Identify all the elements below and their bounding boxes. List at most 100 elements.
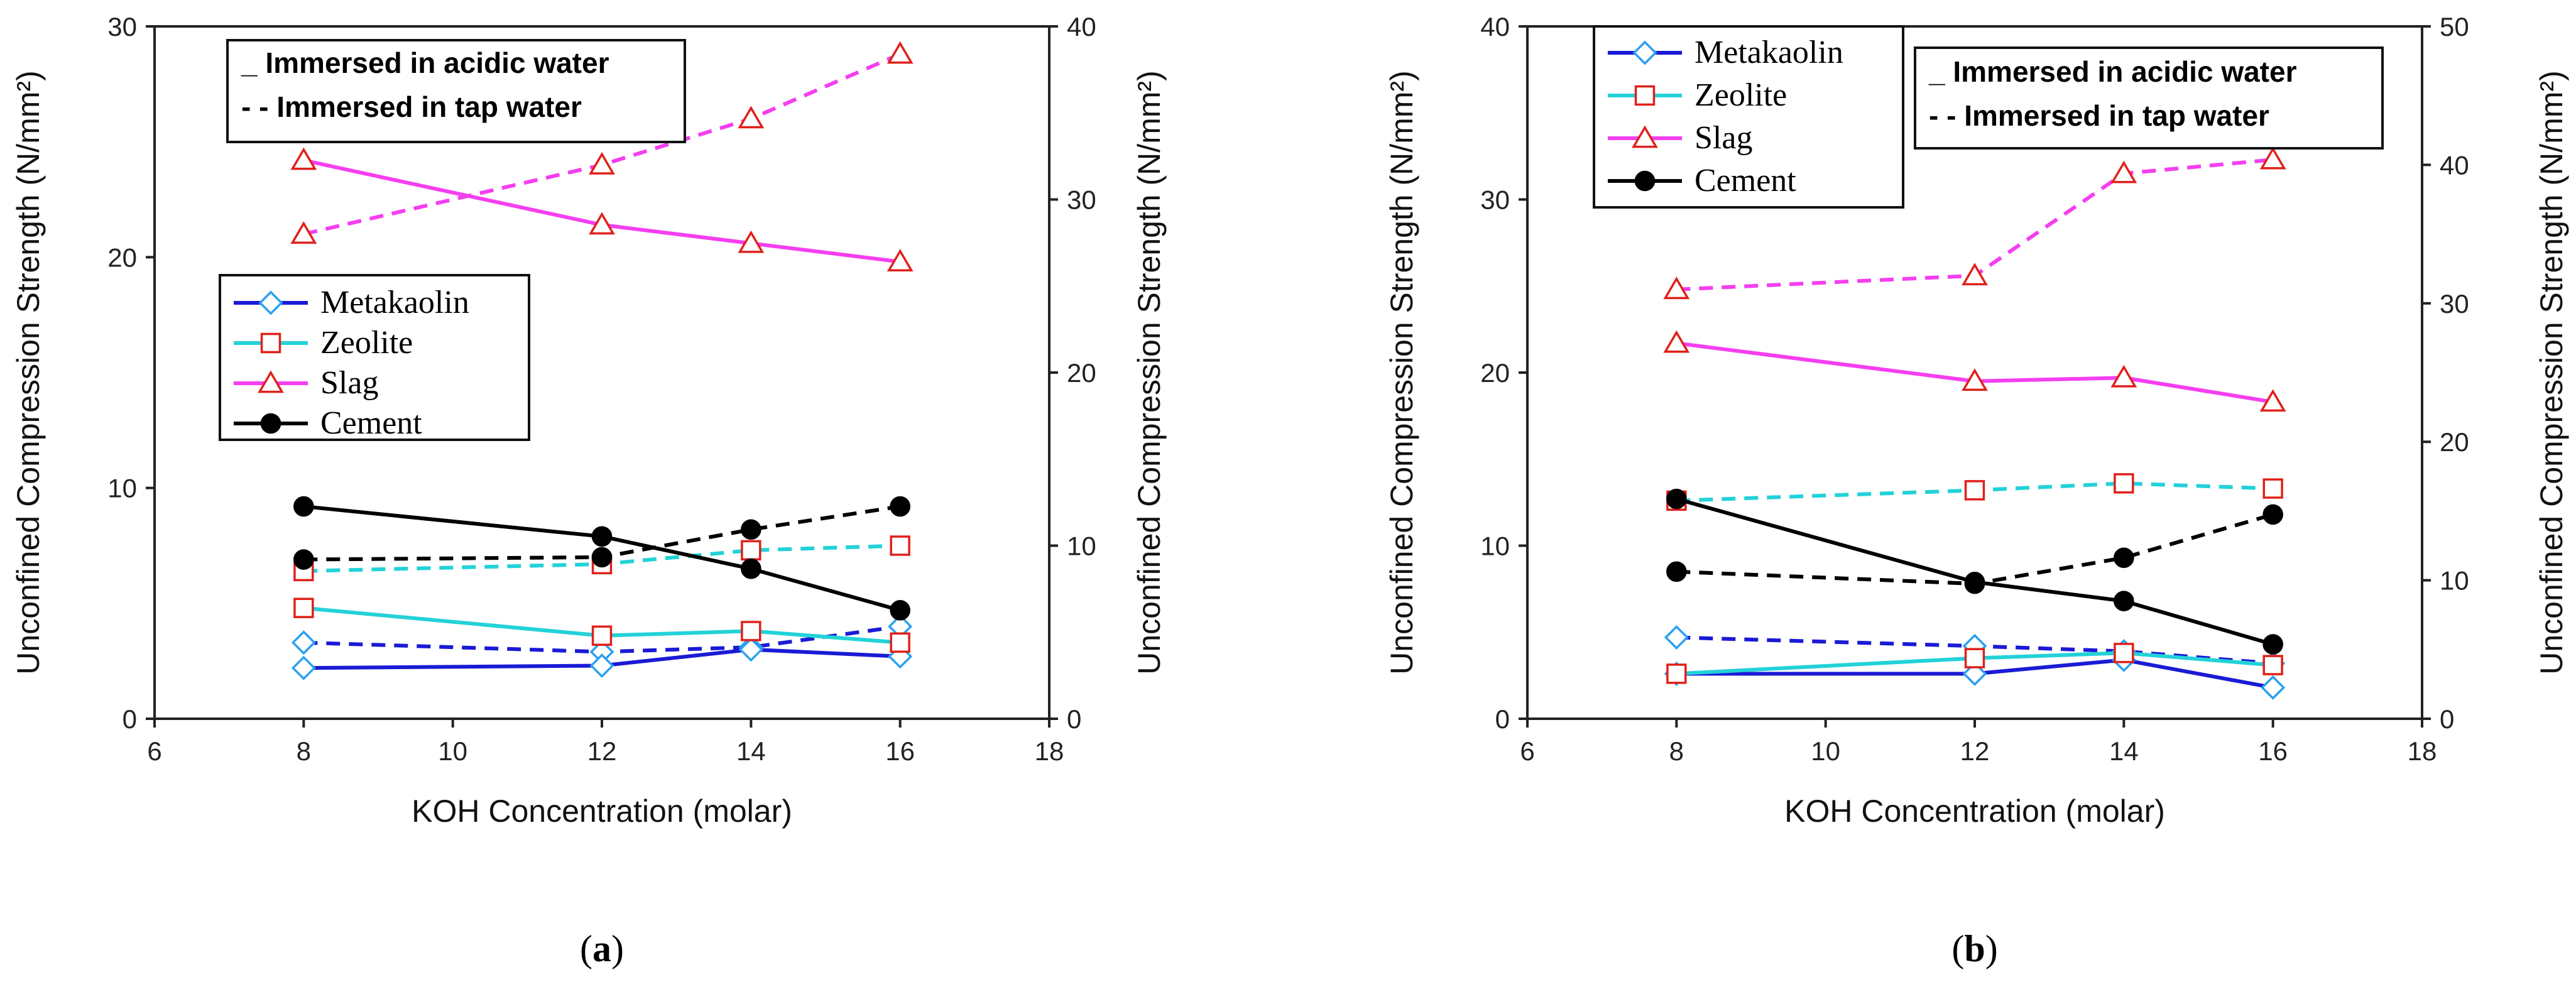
legend-marker (1632, 40, 1657, 65)
y-left-tick-label: 0 (1495, 704, 1510, 734)
x-tick-label: 14 (2109, 736, 2139, 766)
x-tick-label: 18 (1035, 736, 1064, 766)
x-tick-label: 6 (1520, 736, 1534, 766)
panel-label: (a) (580, 928, 624, 969)
data-point (290, 147, 317, 170)
data-point (290, 221, 317, 244)
data-point (291, 655, 316, 680)
y-right-tick-label: 0 (2440, 704, 2454, 734)
legend-label: Zeolite (1695, 77, 1787, 113)
data-point (591, 625, 613, 646)
line-style-note: _ Immersed in acidic water - - Immersed i… (1914, 46, 2384, 150)
series-metakaolin-solid (291, 637, 913, 680)
data-point (2262, 655, 2283, 675)
series-line (1676, 481, 2273, 503)
data-point (2262, 504, 2283, 525)
data-point (1964, 648, 1985, 668)
y-axis-title-right: Unconfined Compression Strength (N/mm²) (2534, 70, 2569, 674)
legend-marker (258, 370, 284, 393)
data-point (589, 151, 615, 175)
y-axis-title-left: Unconfined Compression Strength (N/mm²) (1384, 70, 1419, 674)
y-right-tick-label: 40 (1067, 12, 1096, 41)
data-point (890, 600, 910, 621)
x-tick-label: 16 (2258, 736, 2288, 766)
note-box (1914, 46, 2384, 150)
legend-marker (258, 290, 283, 315)
series-slag-solid (290, 147, 914, 272)
series-line (1676, 497, 2274, 646)
legend-label: Slag (1695, 120, 1752, 156)
y-right-tick-label: 40 (2440, 150, 2469, 180)
y-left-tick-label: 30 (107, 12, 137, 41)
series-zeolite-solid (1666, 643, 2283, 684)
data-point (1666, 663, 1687, 684)
data-point (1663, 330, 1690, 353)
data-point (890, 632, 910, 653)
series-zeolite-dashed (1666, 473, 2283, 511)
y-left-tick-label: 10 (1480, 532, 1510, 561)
series-line (303, 158, 901, 264)
note-line-dashed: - - Immersed in tap water (1929, 99, 2269, 132)
note-line-solid: _ Immersed in acidic water (241, 46, 609, 79)
data-point (293, 496, 314, 517)
series-cement-solid (1666, 488, 2283, 655)
x-tick-label: 12 (587, 736, 617, 766)
series-cement-dashed (293, 496, 910, 570)
note-box (226, 39, 686, 143)
y-right-tick-label: 10 (1067, 532, 1096, 561)
series-cement-solid (293, 496, 910, 621)
series-line (1676, 651, 2273, 676)
x-tick-label: 8 (1669, 736, 1684, 766)
panel-label: (b) (1951, 928, 1997, 969)
series-line (1676, 158, 2273, 292)
data-point (589, 212, 615, 235)
data-point (738, 106, 765, 129)
x-tick-label: 10 (438, 736, 467, 766)
data-point (1962, 263, 1988, 286)
data-point (591, 547, 613, 568)
series-line (303, 606, 900, 645)
data-point (1666, 488, 1687, 510)
data-point (1962, 368, 1988, 391)
data-point (741, 558, 761, 579)
legend-marker (1634, 85, 1656, 106)
data-point (1962, 661, 1987, 686)
y-left-tick-label: 20 (1480, 358, 1510, 388)
y-right-tick-label: 50 (2440, 12, 2469, 41)
y-right-tick-label: 30 (2440, 289, 2469, 319)
legend-label: Cement (320, 405, 422, 441)
legend: Metakaolin Zeolite Slag Cement (1593, 25, 1904, 209)
data-point (291, 630, 316, 655)
series-line (303, 505, 901, 613)
y-right-tick-label: 0 (1067, 704, 1081, 734)
x-tick-label: 8 (297, 736, 311, 766)
data-point (741, 519, 761, 540)
data-point (2110, 364, 2137, 388)
series-line (1676, 658, 2274, 690)
data-point (2114, 473, 2134, 494)
series-line (303, 505, 901, 562)
series-slag-dashed (1663, 146, 2286, 300)
data-point (890, 496, 910, 517)
y-axis-title-left: Unconfined Compression Strength (N/mm²) (11, 70, 46, 674)
legend-label: Metakaolin (1695, 35, 1843, 70)
data-point (738, 230, 765, 253)
data-point (738, 637, 763, 662)
legend-marker (1632, 125, 1658, 148)
data-point (2262, 634, 2283, 655)
x-axis-title: KOH Concentration (molar) (1784, 794, 2165, 829)
data-point (887, 249, 914, 272)
data-point (591, 526, 613, 547)
line-style-note: _ Immersed in acidic water - - Immersed i… (226, 39, 686, 143)
legend: Metakaolin Zeolite Slag Cement (219, 274, 530, 441)
data-point (2110, 160, 2137, 183)
x-tick-label: 10 (1811, 736, 1840, 766)
legend-label: Zeolite (320, 325, 413, 361)
legend-label: Cement (1695, 163, 1796, 199)
data-point (741, 621, 761, 641)
legend-label: Metakaolin (320, 285, 469, 320)
y-right-tick-label: 10 (2440, 566, 2469, 596)
